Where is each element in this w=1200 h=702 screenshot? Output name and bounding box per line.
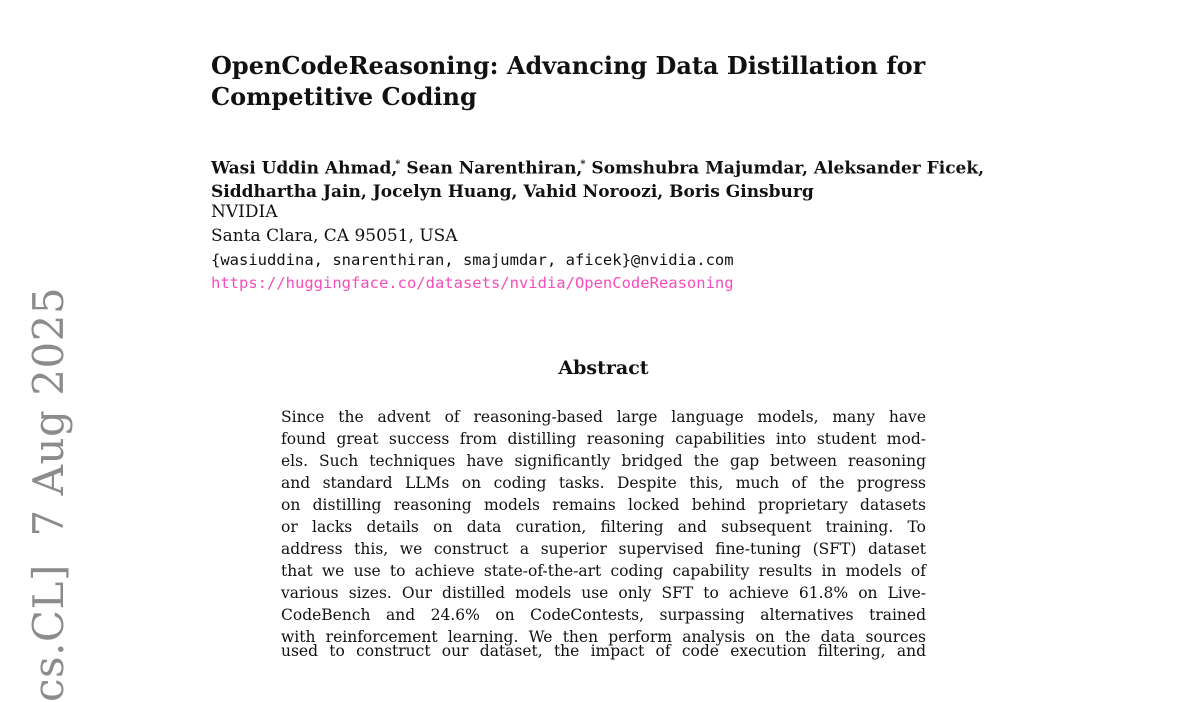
authors-line-1: Wasi Uddin Ahmad,* Sean Narenthiran,* So…: [211, 153, 984, 181]
abstract-line: various sizes. Our distilled models use …: [281, 584, 926, 602]
footnote-asterisk: *: [395, 159, 401, 170]
paper-title-line-2: Competitive Coding: [211, 82, 477, 111]
abstract-partial-line: used to construct our dataset, the impac…: [281, 642, 926, 660]
abstract-line: Since the advent of reasoning-based larg…: [281, 408, 926, 426]
footnote-asterisk: *: [580, 159, 586, 170]
author-name-part: Somshubra Majumdar, Aleksander Ficek,: [585, 158, 985, 179]
abstract-line: or lacks details on data curation, filte…: [281, 518, 926, 536]
abstract-line: that we use to achieve state-of-the-art …: [281, 562, 926, 580]
abstract-line: found great success from distilling reas…: [281, 430, 926, 448]
author-name-part: Wasi Uddin Ahmad,: [211, 158, 398, 179]
affiliation: NVIDIA: [211, 202, 278, 222]
paper-title-line-1: OpenCodeReasoning: Advancing Data Distil…: [211, 51, 926, 80]
abstract-line: els. Such techniques have significantly …: [281, 452, 926, 470]
abstract-text: Since the advent of reasoning-based larg…: [281, 406, 926, 648]
paper-title: OpenCodeReasoning: Advancing Data Distil…: [211, 50, 971, 112]
email-line: {wasiuddina, snarenthiran, smajumdar, af…: [211, 251, 734, 269]
abstract-line: and standard LLMs on coding tasks. Despi…: [281, 474, 926, 492]
dataset-url-link[interactable]: https://huggingface.co/datasets/nvidia/O…: [211, 274, 734, 292]
authors-line-2: Siddhartha Jain, Jocelyn Huang, Vahid No…: [211, 181, 814, 202]
abstract-line: with reinforcement learning. We then per…: [281, 628, 926, 646]
abstract-heading: Abstract: [558, 357, 649, 379]
dataset-url-line: https://huggingface.co/datasets/nvidia/O…: [211, 274, 734, 292]
abstract-line: on distilling reasoning models remains l…: [281, 496, 926, 514]
author-list: Wasi Uddin Ahmad,* Sean Narenthiran,* So…: [211, 153, 984, 204]
author-name-part: Sean Narenthiran,: [400, 158, 583, 179]
abstract-line: address this, we construct a superior su…: [281, 540, 926, 558]
abstract-line: CodeBench and 24.6% on CodeContests, sur…: [281, 606, 926, 624]
address: Santa Clara, CA 95051, USA: [211, 226, 458, 246]
arxiv-watermark: cs.CL] 7 Aug 2025: [24, 286, 73, 702]
